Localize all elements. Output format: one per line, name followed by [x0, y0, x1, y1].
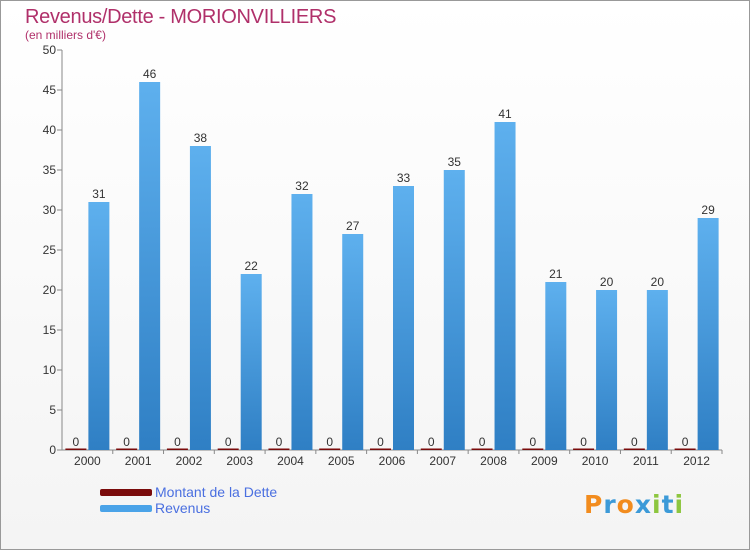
bar-revenus	[139, 82, 161, 450]
proxiti-logo: Proxiti	[584, 490, 684, 519]
data-label-dette: 0	[73, 435, 80, 449]
bar-dette	[166, 448, 188, 450]
bar-dette	[116, 448, 138, 450]
y-tick-label: 35	[43, 163, 57, 177]
x-tick-label: 2007	[429, 454, 456, 468]
bar-revenus	[596, 290, 618, 450]
y-tick-label: 15	[43, 323, 57, 337]
bar-revenus	[189, 146, 211, 450]
data-label-dette: 0	[580, 435, 587, 449]
legend-swatch-revenus	[100, 505, 152, 512]
data-label-dette: 0	[174, 435, 181, 449]
x-tick-label: 2005	[328, 454, 355, 468]
bar-revenus	[443, 170, 465, 450]
bar-dette	[319, 448, 341, 450]
y-tick-label: 0	[49, 443, 56, 457]
x-tick-label: 2002	[176, 454, 203, 468]
data-label-revenus: 27	[346, 219, 360, 233]
data-label-revenus: 20	[651, 275, 665, 289]
y-tick-label: 30	[43, 203, 57, 217]
logo-letter: i	[674, 490, 685, 519]
data-label-dette: 0	[682, 435, 689, 449]
data-label-revenus: 33	[397, 171, 411, 185]
y-tick-label: 20	[43, 283, 57, 297]
x-tick-label: 2008	[480, 454, 507, 468]
data-label-dette: 0	[631, 435, 638, 449]
x-tick-label: 2012	[683, 454, 710, 468]
y-tick-label: 25	[43, 243, 57, 257]
data-label-dette: 0	[529, 435, 536, 449]
legend-swatch-dette	[100, 489, 152, 496]
data-label-revenus: 31	[92, 187, 106, 201]
bar-revenus	[393, 186, 414, 450]
logo-letter: x	[634, 490, 652, 519]
logo-letter: t	[661, 490, 675, 519]
data-label-revenus: 22	[245, 259, 259, 273]
bar-dette	[471, 448, 493, 450]
data-label-revenus: 29	[701, 203, 715, 217]
x-tick-label: 2011	[633, 454, 659, 468]
data-label-dette: 0	[377, 435, 384, 449]
bar-revenus	[697, 218, 719, 450]
data-label-revenus: 35	[448, 155, 462, 169]
data-label-revenus: 21	[549, 267, 563, 281]
x-tick-label: 2010	[582, 454, 609, 468]
x-tick-label: 2003	[226, 454, 253, 468]
bar-dette	[420, 448, 442, 450]
data-label-dette: 0	[479, 435, 486, 449]
x-tick-label: 2009	[531, 454, 558, 468]
y-tick-label: 50	[43, 43, 57, 57]
data-label-revenus: 32	[295, 179, 309, 193]
logo-letter: i	[652, 490, 662, 519]
y-tick-label: 45	[43, 83, 57, 97]
data-label-dette: 0	[123, 435, 130, 449]
data-label-dette: 0	[276, 435, 283, 449]
data-label-dette: 0	[225, 435, 232, 449]
data-label-dette: 0	[326, 435, 333, 449]
x-tick-label: 2004	[277, 454, 304, 468]
bar-dette	[65, 448, 87, 450]
bar-revenus	[646, 290, 668, 450]
bar-revenus	[240, 274, 262, 450]
bar-revenus	[88, 202, 110, 450]
bar-revenus	[494, 122, 516, 450]
bar-revenus	[291, 194, 313, 450]
bar-dette	[370, 448, 391, 450]
logo-letter: P	[584, 490, 604, 519]
data-label-dette: 0	[428, 435, 435, 449]
logo-letter: r	[603, 490, 617, 519]
legend-label-revenus: Revenus	[155, 500, 211, 516]
data-label-revenus: 38	[194, 131, 208, 145]
legend-label-dette: Montant de la Dette	[155, 484, 278, 500]
bar-dette	[623, 448, 645, 450]
x-tick-label: 2000	[74, 454, 101, 468]
bar-dette	[573, 448, 595, 450]
bar-dette	[674, 448, 696, 450]
bar-revenus	[342, 234, 364, 450]
chart-title: Revenus/Dette - MORIONVILLIERS	[25, 6, 337, 28]
x-tick-label: 2001	[125, 454, 152, 468]
y-tick-label: 5	[49, 403, 56, 417]
logo-letter: o	[616, 490, 635, 519]
data-label-revenus: 41	[498, 107, 512, 121]
chart-subtitle: (en milliers d'€)	[25, 28, 106, 42]
bar-dette	[268, 448, 290, 450]
bar-revenus	[545, 282, 567, 450]
bar-dette	[217, 448, 239, 450]
bar-dette	[522, 448, 544, 450]
data-label-revenus: 46	[143, 67, 157, 81]
x-tick-label: 2006	[379, 454, 406, 468]
y-tick-label: 40	[43, 123, 57, 137]
y-tick-label: 10	[43, 363, 57, 377]
data-label-revenus: 20	[600, 275, 614, 289]
